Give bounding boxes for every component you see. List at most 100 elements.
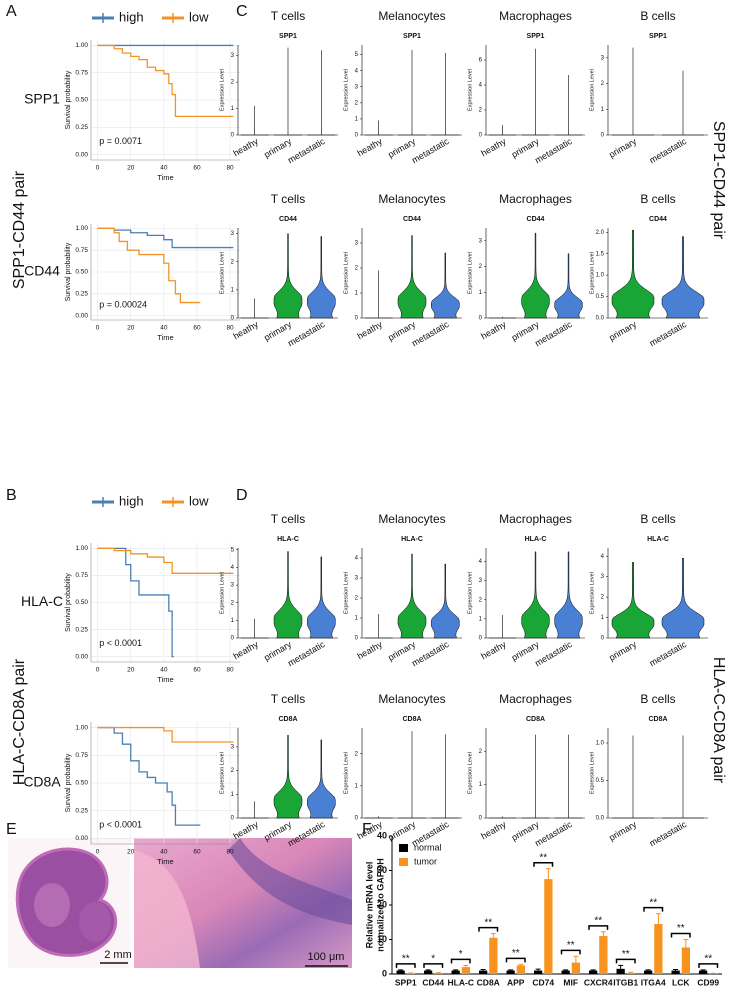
y-axis-title: Expression Level xyxy=(467,752,473,794)
x-tick-label: 80 xyxy=(226,667,234,674)
y-tick-label: 2 xyxy=(231,768,235,774)
significance-label: ** xyxy=(704,954,712,965)
y-tick-label: 1 xyxy=(231,287,235,293)
y-tick-label: 3 xyxy=(231,53,235,59)
bar xyxy=(561,970,570,974)
y-tick-label: 2 xyxy=(479,264,483,270)
panel-title: Macrophages xyxy=(499,192,572,206)
gene-title: CD8A xyxy=(402,716,421,723)
error-bar xyxy=(425,969,431,971)
bar xyxy=(626,972,635,974)
y-axis-title: Expression Level xyxy=(219,252,225,294)
y-tick-label: 0.00 xyxy=(75,835,88,842)
significance-bracket xyxy=(450,958,471,964)
y-axis-title: Expression Level xyxy=(589,252,595,294)
x-tick-label: 0 xyxy=(96,165,100,172)
significance-bracket xyxy=(615,958,636,964)
y-axis-title: Expression Level xyxy=(589,69,595,111)
significance-bracket xyxy=(423,963,444,968)
scale-label: 2 mm xyxy=(104,949,132,961)
panel-title: Macrophages xyxy=(499,692,572,706)
error-bar xyxy=(645,969,651,971)
x-tick-label: 40 xyxy=(160,667,168,674)
y-tick-label: 3 xyxy=(479,578,483,584)
y-tick-label: 1 xyxy=(355,783,359,789)
violin xyxy=(307,556,336,639)
y-tick-label: 2 xyxy=(355,266,359,272)
y-tick-label: 4 xyxy=(231,565,235,571)
violin xyxy=(611,562,655,639)
y-tick-label: 0 xyxy=(231,816,235,822)
y-tick-label: 0.25 xyxy=(75,807,88,814)
legend-label: low xyxy=(189,493,209,508)
y-tick-label: 3 xyxy=(355,84,359,90)
panel-title: Melanocytes xyxy=(378,192,445,206)
y-tick-label: 1 xyxy=(355,291,359,297)
y-tick-label: 10 xyxy=(377,934,387,944)
violin xyxy=(521,232,550,319)
y-axis-title: Expression Level xyxy=(589,572,595,614)
x-tick-label: metastatic xyxy=(533,136,574,165)
x-tick-label: metastatic xyxy=(410,639,451,668)
x-tick-label: HLA-C xyxy=(448,977,474,987)
y-tick-label: 0.25 xyxy=(75,124,88,131)
x-tick-label: 80 xyxy=(226,325,234,332)
x-axis-title: Time xyxy=(157,173,173,182)
significance-label: ** xyxy=(622,949,630,960)
x-tick-label: metastatic xyxy=(286,136,327,165)
y-tick-label: 2 xyxy=(601,595,605,601)
panel-title: T cells xyxy=(271,692,305,706)
bar xyxy=(396,970,405,974)
y-tick-label: 3 xyxy=(355,576,359,582)
bar xyxy=(589,970,598,974)
x-axis-title: Time xyxy=(157,857,173,866)
tissue-lobe xyxy=(79,902,111,942)
x-tick-label: CD44 xyxy=(422,977,444,987)
violin xyxy=(554,551,583,639)
x-tick-label: metastatic xyxy=(410,136,451,165)
y-axis-title: Expression Level xyxy=(467,572,473,614)
significance-label: ** xyxy=(677,923,685,934)
y-tick-label: 0.00 xyxy=(75,312,88,319)
gene-title: CD44 xyxy=(649,216,667,223)
error-bar xyxy=(628,971,634,973)
bar xyxy=(571,962,580,974)
y-axis-title: Expression Level xyxy=(219,572,225,614)
violin xyxy=(273,233,303,319)
y-tick-label: 2.0 xyxy=(596,230,605,236)
x-tick-label: metastatic xyxy=(648,136,689,165)
violin xyxy=(521,551,550,639)
x-tick-label: heathy xyxy=(231,639,260,661)
error-bar xyxy=(518,963,524,966)
panel-title: B cells xyxy=(640,9,675,23)
y-tick-label: 2 xyxy=(355,596,359,602)
x-axis-title: Time xyxy=(157,675,173,684)
x-tick-label: metastatic xyxy=(648,819,689,848)
y-tick-label: 0.75 xyxy=(75,69,88,76)
tissue-region xyxy=(34,883,70,927)
y-tick-label: 0 xyxy=(479,636,483,642)
bar xyxy=(534,970,543,974)
gene-title: SPP1 xyxy=(527,33,545,40)
legend-swatch xyxy=(399,858,408,866)
y-axis-title: Expression Level xyxy=(467,69,473,111)
x-tick-label: heathy xyxy=(355,136,384,158)
micrograph-region xyxy=(228,838,352,925)
y-axis-title: Expression Level xyxy=(219,69,225,111)
error-bar xyxy=(398,969,404,971)
y-tick-label: 0 xyxy=(479,816,483,822)
y-tick-label: 1 xyxy=(601,107,605,113)
y-tick-label: 0 xyxy=(355,316,359,322)
x-tick-label: CXCR4 xyxy=(584,977,613,987)
gene-label: SPP1 xyxy=(24,91,60,107)
gene-title: CD8A xyxy=(648,716,667,723)
bar xyxy=(434,972,443,974)
x-tick-label: ITGB1 xyxy=(613,977,638,987)
x-tick-label: 80 xyxy=(226,165,234,172)
y-tick-label: 1.0 xyxy=(596,273,605,279)
x-tick-label: metastatic xyxy=(533,819,574,848)
survival-curve xyxy=(97,227,201,304)
significance-bracket xyxy=(588,925,609,930)
y-tick-label: 20 xyxy=(377,899,387,909)
significance-bracket xyxy=(560,949,581,955)
